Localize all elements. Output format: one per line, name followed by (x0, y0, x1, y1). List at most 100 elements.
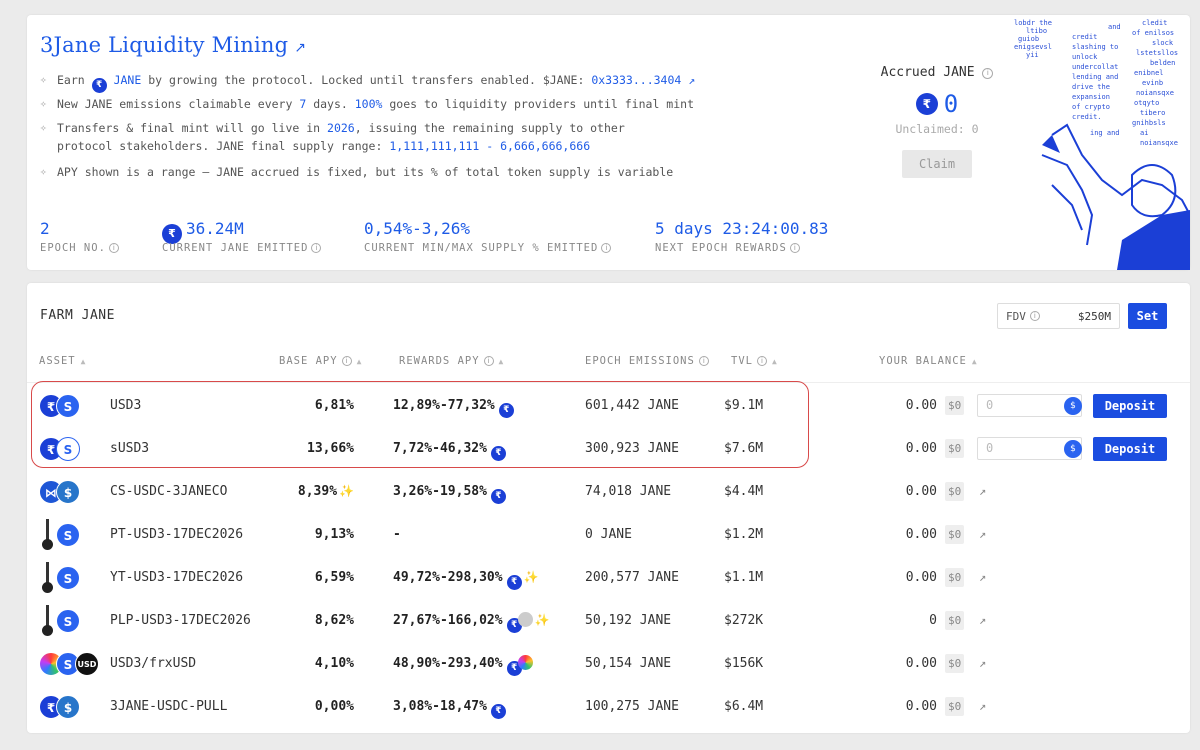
jane-contract-link[interactable]: 0x3333...3404 (591, 73, 682, 87)
info-icon[interactable]: i (1029, 311, 1040, 321)
svg-text:gnihbsls: gnihbsls (1132, 119, 1166, 127)
external-link-icon[interactable]: ↗ (979, 527, 987, 541)
usd-value-badge: $0 (945, 568, 965, 587)
svg-text:noiansqxe: noiansqxe (1136, 89, 1174, 97)
info-bullets: ✧ Earn ₹ JANE by growing the protocol. L… (40, 71, 695, 187)
deposit-button[interactable]: Deposit (1093, 394, 1167, 418)
info-icon[interactable]: i (982, 68, 994, 79)
table-row: S PT-USD3-17DEC2026 9,13% - 0 JANE $1.2M… (27, 513, 1190, 556)
svg-text:belden: belden (1150, 59, 1175, 67)
usd3-token-icon: S (56, 609, 80, 633)
svg-text:lending and: lending and (1072, 73, 1118, 81)
svg-text:evinb: evinb (1142, 79, 1163, 87)
stat-epoch: 2 EPOCH NO. i (40, 218, 162, 254)
sort-icon[interactable]: ▲ (356, 357, 363, 366)
external-link-icon[interactable]: ↗ (979, 613, 987, 627)
amount-input[interactable]: 0 $ (977, 394, 1082, 417)
page-title: 3Jane Liquidity Mining ↗ (40, 33, 307, 57)
usdc-token-icon: $ (56, 480, 80, 504)
info-icon[interactable]: i (698, 356, 709, 366)
external-arrow-icon[interactable]: ↗ (688, 73, 696, 87)
external-link-icon[interactable]: ↗ (979, 484, 987, 498)
svg-text:ai: ai (1140, 129, 1148, 137)
col-epoch-emissions: EPOCH EMISSIONS i (585, 355, 709, 367)
stats-row: 2 EPOCH NO. i ₹36.24M CURRENT JANE EMITTE… (40, 218, 855, 254)
pendle-token-icon (517, 612, 533, 627)
sparkle-icon: ✨ (523, 570, 539, 584)
table-row: S USD USD3/frxUSD 4,10% 48,90%-293,40% ₹ … (27, 642, 1190, 685)
svg-text:enibnel: enibnel (1134, 69, 1164, 77)
sparkle-bullet-icon: ✧ (40, 97, 47, 110)
col-asset[interactable]: ASSET ▲ (39, 355, 87, 367)
svg-text:ltibo: ltibo (1026, 27, 1047, 35)
col-rewards-apy[interactable]: REWARDS APY i ▲ (399, 355, 505, 367)
info-icon[interactable]: i (789, 243, 800, 253)
bullet-transfers: ✧ Transfers & final mint will go live in… (40, 121, 625, 153)
external-link-icon[interactable]: ↗ (294, 40, 307, 56)
svg-text:tibero: tibero (1140, 109, 1165, 117)
info-icon[interactable]: i (311, 243, 322, 253)
info-icon[interactable]: i (483, 356, 494, 366)
external-link-icon[interactable]: ↗ (979, 699, 987, 713)
external-link-icon[interactable]: ↗ (979, 656, 987, 670)
stat-next-epoch: 5 days 23:24:00.83 NEXT EPOCH REWARDS i (655, 219, 829, 254)
jane-token-icon: ₹ (490, 489, 506, 504)
svg-text:of crypto: of crypto (1072, 103, 1110, 111)
svg-text:ing and: ing and (1090, 129, 1120, 137)
amount-input[interactable]: 0 $ (977, 437, 1082, 460)
set-fdv-button[interactable]: Set (1128, 303, 1167, 329)
claim-button[interactable]: Claim (902, 150, 972, 178)
sort-icon[interactable]: ▲ (771, 357, 778, 366)
svg-text:cledit: cledit (1142, 19, 1167, 27)
external-link-icon[interactable]: ↗ (979, 570, 987, 584)
table-row: ⋈ $ CS-USDC-3JANECO 8,39% ✨ 3,26%-19,58% ₹… (27, 470, 1190, 513)
pointing-man-illustration: lobdr the ltibo guiob enigsevsl yii credit sl… (1012, 15, 1190, 270)
info-icon[interactable]: i (108, 243, 119, 253)
bullet-earn: ✧ Earn ₹ JANE by growing the protocol. L… (40, 71, 695, 95)
deposit-button[interactable]: Deposit (1093, 437, 1167, 461)
usd3-token-icon: S (56, 566, 80, 590)
sparkle-bullet-icon: ✧ (40, 73, 47, 86)
usd-value-badge: $0 (945, 654, 965, 673)
stat-supply-emitted: 0,54%-3,26% CURRENT MIN/MAX SUPPLY % EMI… (364, 218, 655, 254)
info-icon[interactable]: i (601, 243, 612, 253)
table-row: S YT-USD3-17DEC2026 6,59% 49,72%-298,30%… (27, 556, 1190, 599)
info-icon[interactable]: i (756, 356, 767, 366)
farm-jane-card: FARM JANE FDV i $250M Set ASSET ▲ BASE AP… (27, 283, 1190, 733)
sparkle-bullet-icon: ✧ (40, 121, 47, 134)
bullet-apy: ✧ APY shown is a range — JANE accrued is… (40, 165, 674, 179)
jane-token-icon: ₹ (39, 437, 63, 461)
stat-jane-emitted: ₹36.24M CURRENT JANE EMITTED i (162, 218, 364, 254)
liquidity-mining-card: 3Jane Liquidity Mining ↗ ✧ Earn ₹ JANE by… (27, 15, 1190, 270)
usd-value-badge: $0 (945, 482, 965, 501)
jane-token-icon: ₹ (915, 93, 938, 115)
frxusd-token-icon: USD (75, 652, 99, 676)
col-your-balance[interactable]: YOUR BALANCE ▲ (879, 355, 978, 367)
accrued-panel: Accrued JANE i ₹0 Unclaimed: 0 Claim (867, 65, 1007, 178)
usd-value-badge: $0 (945, 396, 965, 415)
svg-text:yii: yii (1026, 51, 1039, 59)
pendle-icon (41, 605, 55, 637)
sort-icon[interactable]: ▲ (971, 357, 978, 366)
usd-value-badge: $0 (945, 439, 965, 458)
jane-token-icon: ₹ (91, 78, 107, 93)
fdv-input[interactable]: FDV i $250M (997, 303, 1120, 329)
usd-value-badge: $0 (945, 525, 965, 544)
usd3-token-icon: S (56, 523, 80, 547)
susd3-token-icon: $ (1064, 440, 1082, 458)
svg-text:and: and (1108, 23, 1121, 31)
svg-text:slashing to: slashing to (1072, 43, 1118, 51)
info-icon[interactable]: i (341, 356, 352, 366)
svg-text:expansion: expansion (1072, 93, 1110, 101)
header-divider (27, 382, 1190, 383)
svg-text:lstetsllos: lstetsllos (1136, 49, 1178, 57)
sort-icon[interactable]: ▲ (80, 357, 87, 366)
col-base-apy[interactable]: BASE APY i ▲ (279, 355, 363, 367)
svg-text:of enilsos: of enilsos (1132, 29, 1174, 37)
svg-text:credit: credit (1072, 33, 1097, 41)
susd3-token-icon: S (56, 437, 80, 461)
pendle-icon (41, 562, 55, 594)
jane-token-icon: ₹ (506, 575, 522, 590)
col-tvl[interactable]: TVL i ▲ (731, 355, 778, 367)
sort-icon[interactable]: ▲ (498, 357, 505, 366)
